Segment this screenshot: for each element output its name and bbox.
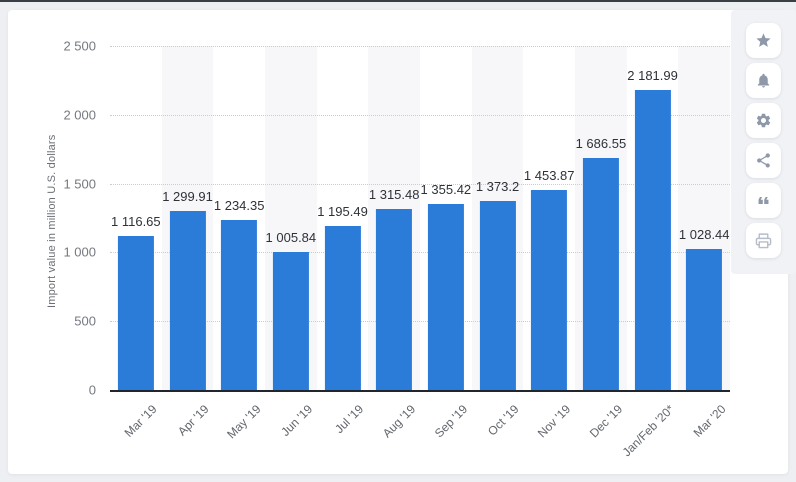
y-tick-label: 500 (74, 313, 96, 329)
category-column: 1 234.35 May '19 (213, 46, 265, 441)
x-tick-label: Aug '19 (379, 402, 419, 441)
data-label: 1 355.42 (420, 181, 472, 197)
data-label: 2 181.99 (627, 67, 678, 83)
data-label: 1 234.35 (213, 198, 265, 214)
bar[interactable] (117, 236, 154, 390)
x-tick-label: Jul '19 (332, 402, 367, 437)
data-label: 1 453.87 (523, 167, 575, 183)
data-label: 1 028.44 (678, 226, 730, 242)
y-tick-label: 1 500 (63, 176, 96, 192)
category-column: 1 453.87 Nov '19 (523, 46, 575, 440)
category-column: 1 355.42 Sep '19 (420, 46, 472, 441)
data-label: 1 195.49 (317, 203, 368, 219)
bar[interactable] (479, 201, 516, 390)
x-tick-label: Mar '19 (121, 402, 160, 440)
data-label: 1 299.91 (162, 189, 213, 205)
x-tick-label: Jan/Feb '20* (619, 402, 677, 460)
data-label: 1 686.55 (575, 135, 627, 151)
bell-icon (757, 73, 770, 88)
notification-button[interactable] (746, 63, 781, 98)
y-tick-label: 2 000 (63, 107, 96, 123)
cite-button[interactable] (746, 183, 781, 218)
bar[interactable] (376, 209, 413, 390)
window-top-border (0, 0, 796, 2)
settings-button[interactable] (746, 103, 781, 138)
data-label: 1 315.48 (368, 187, 420, 202)
category-column: 1 028.44 Mar '20 (678, 46, 731, 440)
category-column: 1 005.84 Jun '19 (265, 46, 317, 439)
print-button[interactable] (746, 223, 781, 258)
plot-area: 1 116.65 Mar '19 1 299.91 Apr '19 1 234.35 Ma… (110, 46, 731, 460)
bar[interactable] (272, 251, 309, 390)
bar[interactable] (169, 211, 206, 390)
y-tick-label: 1 000 (63, 244, 96, 260)
x-tick-label: Jun '19 (277, 402, 315, 440)
x-tick-label: Apr '19 (174, 402, 212, 439)
category-column: 2 181.99 Jan/Feb '20* (619, 46, 679, 460)
star-icon (756, 33, 771, 47)
bar[interactable] (634, 89, 671, 390)
y-tick-label: 2 500 (63, 38, 96, 54)
x-tick-label: Mar '20 (690, 402, 729, 440)
toolbar (731, 10, 796, 274)
category-column: 1 686.55 Dec '19 (575, 46, 627, 440)
x-tick-label: Oct '19 (484, 402, 522, 439)
category-column: 1 315.48 Aug '19 (368, 46, 421, 440)
share-icon (757, 153, 770, 168)
category-column: 1 116.65 Mar '19 (110, 46, 162, 440)
bar[interactable] (324, 225, 361, 390)
data-label: 1 005.84 (265, 229, 317, 245)
bar[interactable] (221, 220, 258, 390)
bar[interactable] (686, 248, 723, 390)
category-column: 1 373.2 Oct '19 (471, 46, 524, 439)
y-tick-label: 0 (88, 382, 96, 398)
x-tick-label: Sep '19 (431, 402, 470, 441)
quote-icon (758, 196, 769, 205)
share-button[interactable] (746, 143, 781, 178)
gear-icon (756, 113, 771, 128)
x-tick-label: Dec '19 (586, 402, 625, 441)
category-column: 1 195.49 Jul '19 (317, 46, 369, 437)
bar[interactable] (531, 189, 568, 390)
x-tick-label: May '19 (223, 402, 264, 442)
y-axis: 2 500 2 000 1 500 1 000 500 0 (8, 39, 96, 398)
bar[interactable] (427, 203, 464, 390)
data-label: 1 373.2 (475, 179, 520, 195)
print-icon (755, 233, 772, 249)
bar[interactable] (582, 157, 619, 390)
x-tick-label: Nov '19 (534, 402, 574, 441)
bars-container: 1 116.65 Mar '19 1 299.91 Apr '19 1 234.35 Ma… (110, 46, 731, 460)
data-label: 1 116.65 (111, 214, 161, 230)
favorite-button[interactable] (746, 23, 781, 58)
chart-card: Import value in million U.S. dollars 2 5… (8, 10, 788, 474)
category-column: 1 299.91 Apr '19 (161, 46, 214, 439)
